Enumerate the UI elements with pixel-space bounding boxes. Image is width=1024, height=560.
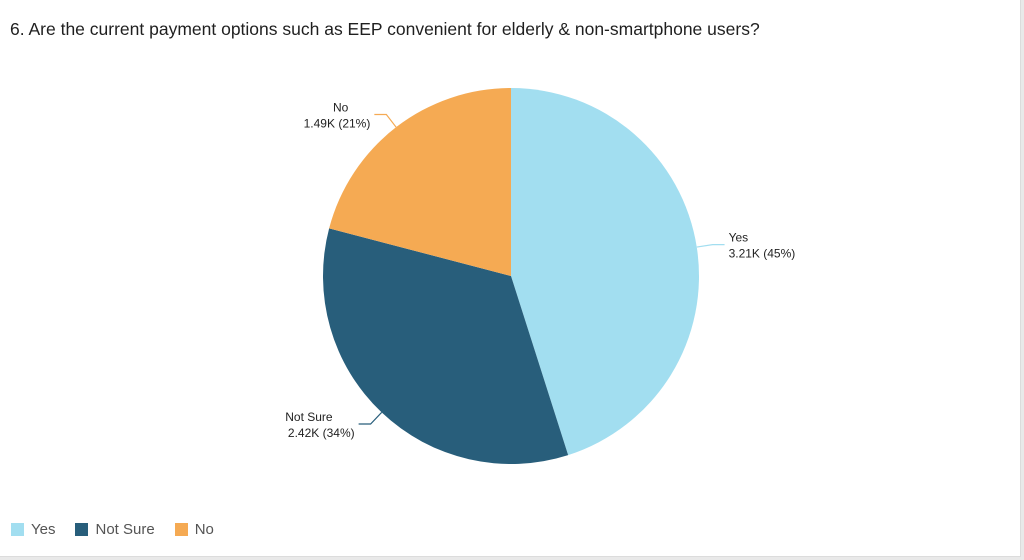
legend-swatch-yes [11,523,24,536]
pie-slice-no[interactable] [329,88,511,276]
legend-item-no[interactable]: No [174,521,214,538]
chart-title: 6. Are the current payment options such … [10,19,760,39]
pie-chart: Yes 3.21K (45%) Not Sure 2.42K (34%) No 1.49K… [285,88,796,464]
legend-label-yes: Yes [31,521,56,538]
data-label-name-no: No [333,101,349,115]
pie-slice-not-sure[interactable] [322,228,569,464]
legend-swatch-no [174,523,188,536]
data-label-name-not-sure: Not Sure [285,410,333,424]
data-label-value-not-sure: 2.42K (34%) [288,426,355,440]
legend-label-not-sure: Not Sure [95,521,155,538]
data-label-name-yes: Yes [729,231,749,245]
data-label-value-yes: 3.21K (45%) [729,247,796,261]
leader-line-not-sure [358,411,383,425]
pie-slice-yes[interactable] [511,88,700,456]
legend-label-no: No [194,521,214,538]
data-label-value-no: 1.49K (21%) [304,117,371,131]
legend-item-yes[interactable]: Yes [11,521,55,538]
leader-line-no [374,113,397,128]
legend: Yes Not Sure No [11,521,214,538]
legend-item-not-sure[interactable]: Not Sure [75,521,155,538]
legend-swatch-not-sure [75,523,89,536]
leader-line-yes [696,244,725,248]
